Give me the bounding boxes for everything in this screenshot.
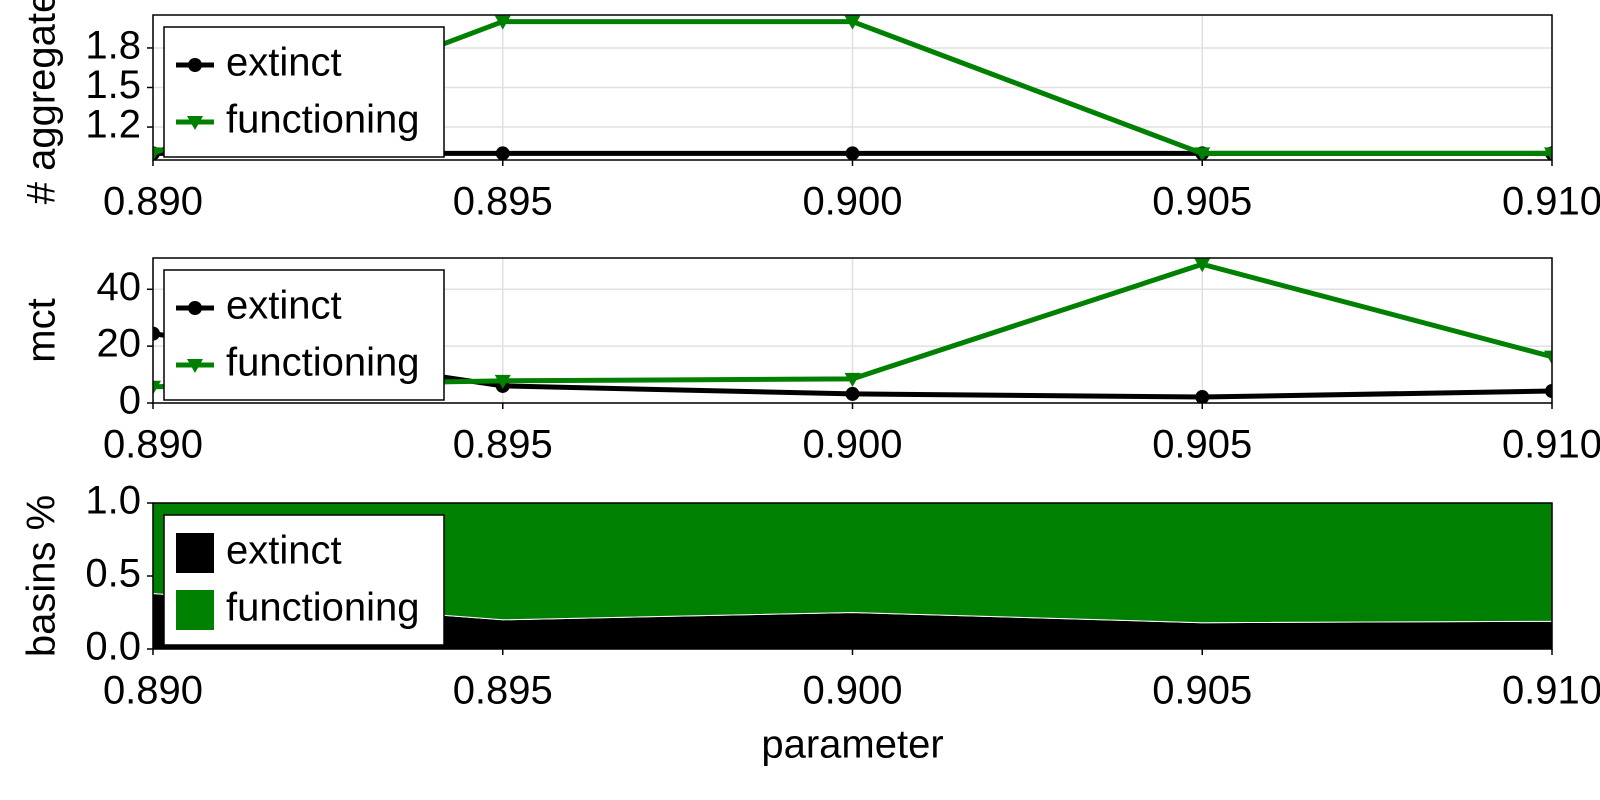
x-tick-label: 0.900 [802, 669, 902, 713]
legend-swatch [176, 590, 214, 630]
x-tick-label: 0.910 [1502, 423, 1600, 467]
marker [844, 372, 861, 387]
legend-label: functioning [226, 98, 419, 142]
marker [153, 147, 161, 160]
x-tick-label: 0.890 [103, 669, 203, 713]
panel: 0.890 0.895 0.900 0.905 0.910 0.0 0.5 1.0 basins… [20, 479, 1600, 767]
marker [844, 15, 861, 30]
x-tick-label: 0.895 [453, 180, 553, 224]
legend-label: functioning [226, 586, 419, 630]
marker [494, 374, 511, 389]
y-tick-label: 20 [97, 322, 142, 366]
plot-area [153, 503, 1552, 649]
x-tick-label: 0.895 [453, 669, 553, 713]
y-tick-label: 40 [97, 265, 142, 309]
marker [153, 326, 160, 341]
legend-label: extinct [226, 41, 342, 85]
marker [1545, 384, 1552, 399]
x-tick-label: 0.890 [103, 180, 203, 224]
y-axis-label: basins % [20, 495, 64, 657]
legend-swatch [176, 533, 214, 573]
marker [153, 380, 161, 395]
legend-marker [187, 359, 203, 373]
legend-marker [188, 58, 202, 72]
x-tick-label: 0.905 [1152, 669, 1252, 713]
legend-label: extinct [226, 529, 342, 573]
legend-box [163, 26, 445, 158]
y-tick-label: 0 [119, 379, 141, 423]
marker [495, 146, 510, 160]
marker [1544, 147, 1552, 160]
x-tick-label: 0.900 [802, 180, 902, 224]
marker [1195, 390, 1210, 403]
marker [845, 386, 860, 401]
legend-label: functioning [226, 341, 419, 385]
y-tick-label: 1.5 [85, 63, 141, 107]
y-axis-label: # aggregates [20, 0, 64, 204]
marker [1194, 147, 1211, 160]
y-tick-label: 0.0 [85, 625, 141, 669]
panel: 0.890 0.895 0.900 0.905 0.910 1.21.51.8 # aggr… [20, 0, 1600, 224]
y-axis-label: mct [20, 298, 64, 362]
x-tick-label: 0.910 [1502, 669, 1600, 713]
y-tick-label: 1.2 [85, 103, 141, 147]
marker [1194, 258, 1211, 273]
x-axis-label: parameter [761, 723, 943, 767]
x-tick-label: 0.890 [103, 423, 203, 467]
x-tick-label: 0.905 [1152, 423, 1252, 467]
x-tick-label: 0.895 [453, 423, 553, 467]
y-tick-label: 1.0 [85, 479, 141, 523]
marker [845, 146, 860, 160]
legend-marker [188, 301, 202, 315]
legend-marker [187, 116, 203, 130]
y-tick-label: 0.5 [85, 552, 141, 596]
x-tick-label: 0.905 [1152, 180, 1252, 224]
x-tick-label: 0.910 [1502, 180, 1600, 224]
x-tick-label: 0.900 [802, 423, 902, 467]
y-tick-label: 1.8 [85, 24, 141, 68]
marker [1544, 350, 1552, 365]
marker [494, 15, 511, 30]
legend-label: extinct [226, 284, 342, 328]
legend-box [163, 269, 445, 401]
panel: 0.890 0.895 0.900 0.905 0.910 0 20 40 mct extinct… [20, 257, 1600, 467]
